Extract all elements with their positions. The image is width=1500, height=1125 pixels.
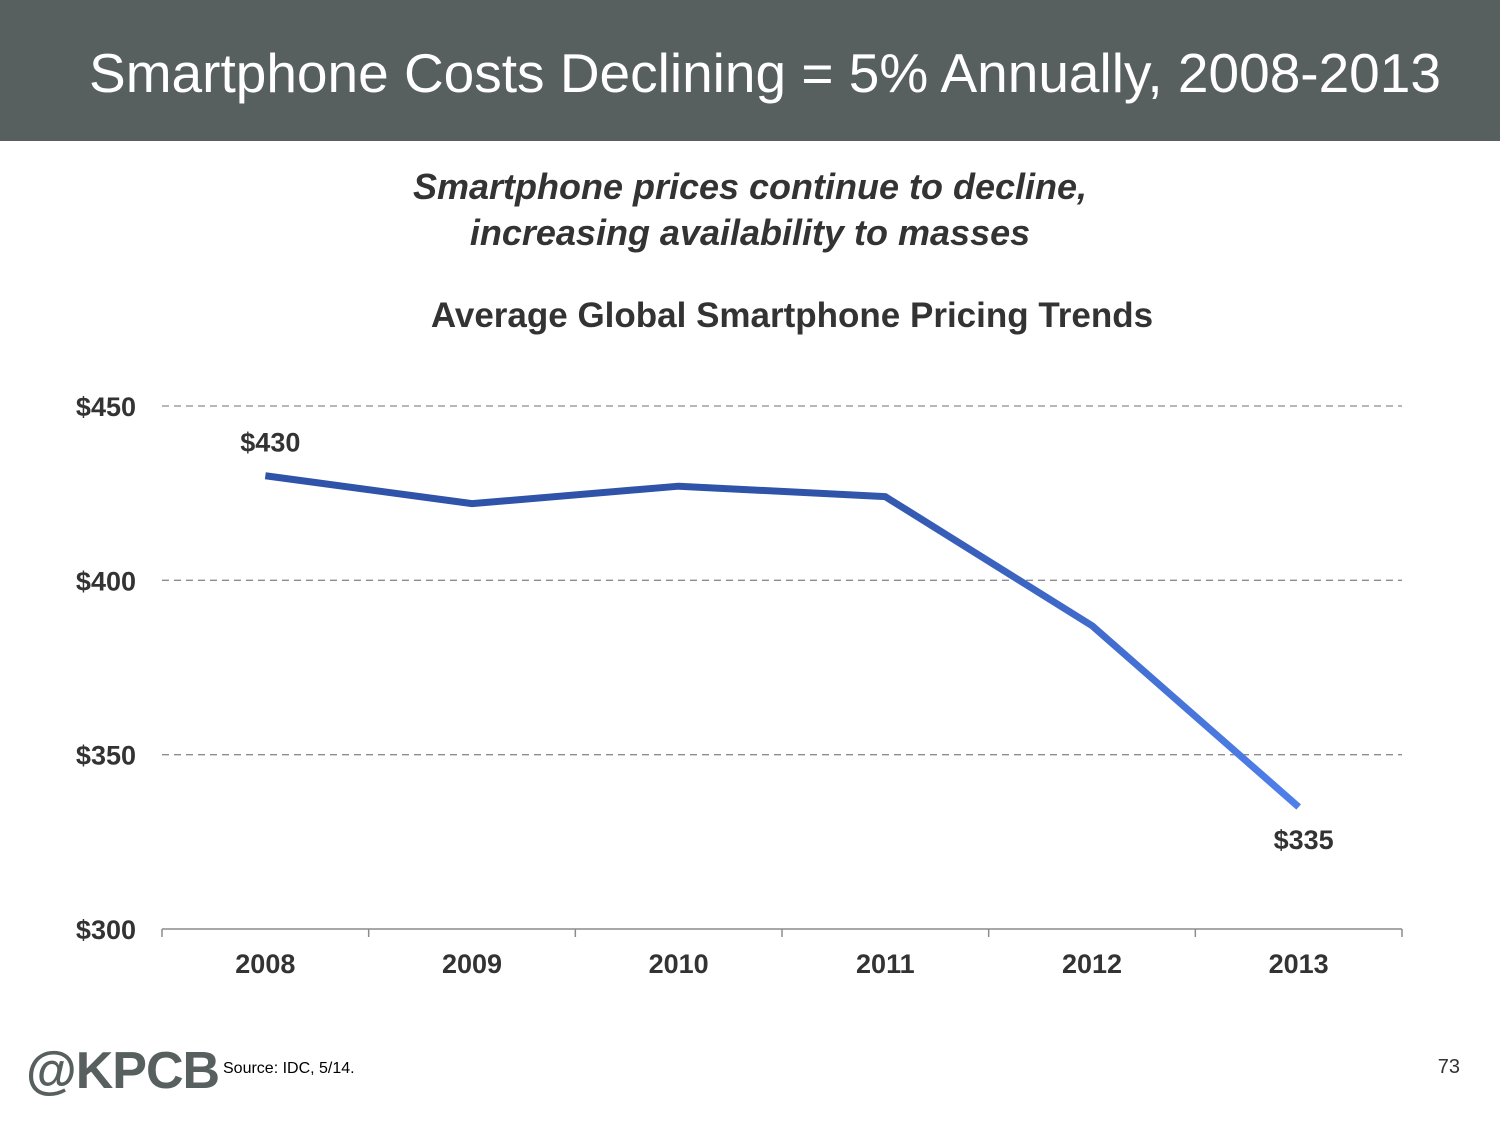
data-label: $335 bbox=[1274, 825, 1334, 855]
page-number: 73 bbox=[1437, 1056, 1460, 1078]
source-note: Source: IDC, 5/14. bbox=[223, 1060, 355, 1077]
subtitle-line-2: increasing availability to masses bbox=[469, 212, 1031, 253]
data-label: $430 bbox=[240, 428, 300, 458]
kpcb-logo: @KPCB bbox=[26, 1042, 220, 1100]
y-tick-label: $350 bbox=[76, 741, 136, 771]
y-tick-label: $400 bbox=[76, 566, 136, 596]
header-bar: Smartphone Costs Declining = 5% Annually… bbox=[0, 0, 1500, 141]
chart-title: Average Global Smartphone Pricing Trends bbox=[430, 296, 1154, 335]
subtitle-line-1: Smartphone prices continue to decline, bbox=[412, 166, 1088, 207]
slide-subtitle: Smartphone prices continue to decline, i… bbox=[300, 164, 1200, 256]
x-tick-label: 2009 bbox=[442, 949, 502, 979]
x-tick-label: 2010 bbox=[649, 949, 709, 979]
y-tick-label: $300 bbox=[76, 915, 136, 945]
x-tick-label: 2011 bbox=[856, 949, 915, 979]
series-line bbox=[264, 472, 1301, 810]
x-tick-label: 2012 bbox=[1062, 949, 1122, 979]
x-tick-label: 2008 bbox=[235, 949, 295, 979]
x-tick-label: 2013 bbox=[1269, 949, 1329, 979]
y-tick-label: $450 bbox=[76, 392, 136, 422]
slide-title: Smartphone Costs Declining = 5% Annually… bbox=[89, 42, 1441, 104]
